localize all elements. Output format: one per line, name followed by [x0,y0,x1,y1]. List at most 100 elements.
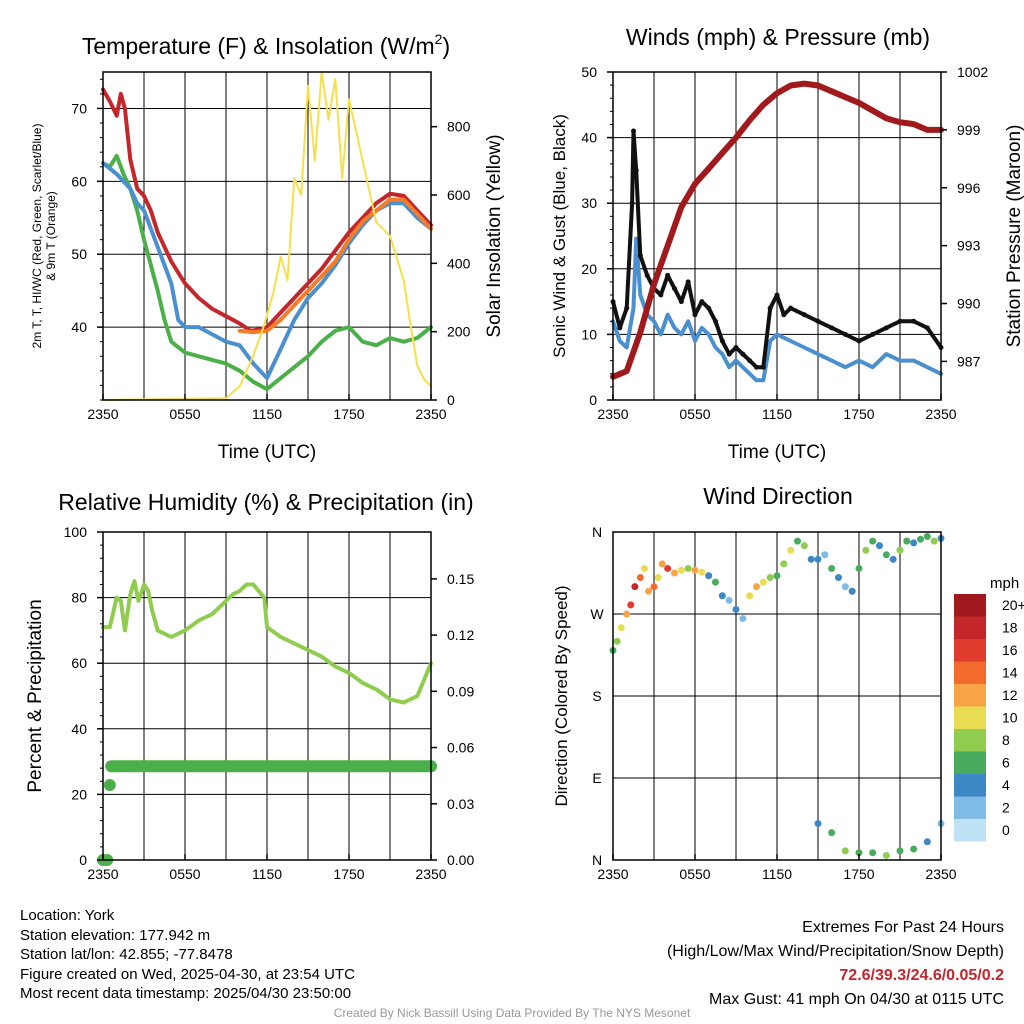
direction-point [773,572,781,580]
y2-tick-label: 990 [957,296,981,312]
y-tick-label: 50 [581,64,597,80]
legend-swatch [954,639,986,662]
temperature-ylabel-left-2: & 9m T (Orange) [44,191,58,281]
direction-point [650,583,658,591]
y-tick-label: 20 [71,786,87,802]
direction-point [869,537,877,545]
direction-panel: Wind Direction 2350 0550 1150 1750 2350NESWN… [552,483,1024,882]
station-info: Location: York Station elevation: 177.94… [20,906,355,1004]
y2-tick-label: 0.09 [447,683,474,699]
gust-point [883,325,889,331]
y2-tick-label: 996 [957,180,981,196]
direction-point [930,537,938,545]
gust-point [678,299,684,305]
direction-point [862,546,870,554]
direction-point [869,849,877,857]
y2-tick-label: 1002 [957,64,988,80]
x-tick-label: 2350 [925,406,956,422]
y-tick-label: 70 [71,100,87,116]
direction-point [739,615,747,623]
station-location: Location: York [20,907,115,924]
legend-label: 6 [1002,755,1010,771]
y-tick-label: 40 [71,721,87,737]
gust-point [624,305,630,311]
x-tick-label: 2350 [415,406,446,422]
station-latlon: Station lat/lon: 42.855; -77.8478 [20,946,233,963]
direction-point [654,574,662,582]
temperature-ylabel-left-1: 2m T, T, HI/WC (Red, Green, Scarlet/Blue… [30,124,44,349]
gust-point [713,318,718,324]
winds-ylabel-right: Station Pressure (Maroon) [1004,125,1024,348]
series-line-gust [611,129,943,370]
direction-point [627,601,635,609]
x-tick-label: 1750 [333,406,364,422]
direction-point [684,564,692,572]
gust-point [629,200,635,206]
y2-tick-label: 0 [447,392,455,408]
y-tick-label: 20 [581,261,597,277]
legend-label: 18 [1002,620,1018,636]
x-tick-label: 1150 [252,406,282,422]
legend-label: 14 [1002,665,1018,681]
gust-point [897,318,903,324]
direction-point [677,566,685,574]
x-tick-label: 2350 [87,866,118,882]
direction-point [855,849,863,857]
direction-point [821,551,829,559]
gust-point [788,305,794,311]
extremes-title: Extremes For Past 24 Hours [802,919,1004,936]
legend-label: 8 [1002,732,1010,748]
gust-point [685,279,691,285]
x-tick-label: 2350 [87,406,118,422]
gust-point [672,285,677,291]
direction-point [923,838,931,846]
direction-point [613,637,621,645]
y-tick-label: 40 [71,319,87,335]
direction-point [671,569,678,577]
direction-point [658,560,666,568]
humidity-grid [103,532,431,860]
x-tick-label: 1750 [843,866,874,882]
winds-ticks: 2350 0550 1150 1750 235001020304050987990993… [581,64,988,422]
direction-point [876,542,883,550]
gust-point [706,305,712,311]
legend-swatch [954,706,986,729]
direction-point [910,539,918,547]
y-tick-label: W [590,606,604,622]
gust-point [726,351,732,357]
recent-timestamp: Most recent data timestamp: 2025/04/30 2… [20,985,352,1002]
y2-tick-label: 993 [957,238,981,254]
legend-label: 4 [1002,777,1010,793]
legend-swatch [954,616,986,639]
direction-point [640,564,648,572]
direction-point [828,564,836,572]
direction-point [848,587,856,595]
direction-point [896,546,904,554]
gust-point [781,312,787,318]
series-line-9m-t [237,197,433,335]
direction-point [910,845,918,853]
y-tick-label: 60 [71,173,87,189]
direction-point [855,564,863,572]
legend-label: 16 [1002,642,1018,658]
legend-label: 0 [1002,822,1010,838]
direction-point [636,574,644,582]
direction-point [753,583,760,591]
x-tick-label: 2350 [415,866,446,882]
extremes-values: 72.6/39.3/24.6/0.05/0.2 [839,967,1004,984]
y-tick-label: 30 [581,195,597,211]
gust-point [733,345,739,351]
x-tick-label: 2350 [925,866,956,882]
legend-swatch [954,661,986,684]
y-tick-label: 100 [64,524,88,540]
gust-point [637,253,643,259]
y-tick-label: 50 [71,246,87,262]
y2-tick-label: 0.12 [447,627,474,643]
y2-tick-label: 0.15 [447,571,474,587]
direction-grid [613,532,941,860]
extremes-info: Extremes For Past 24 Hours (High/Low/Max… [667,916,1004,1012]
legend-label: 12 [1002,687,1018,703]
x-tick-label: 1750 [333,866,364,882]
temperature-grid [103,72,431,400]
